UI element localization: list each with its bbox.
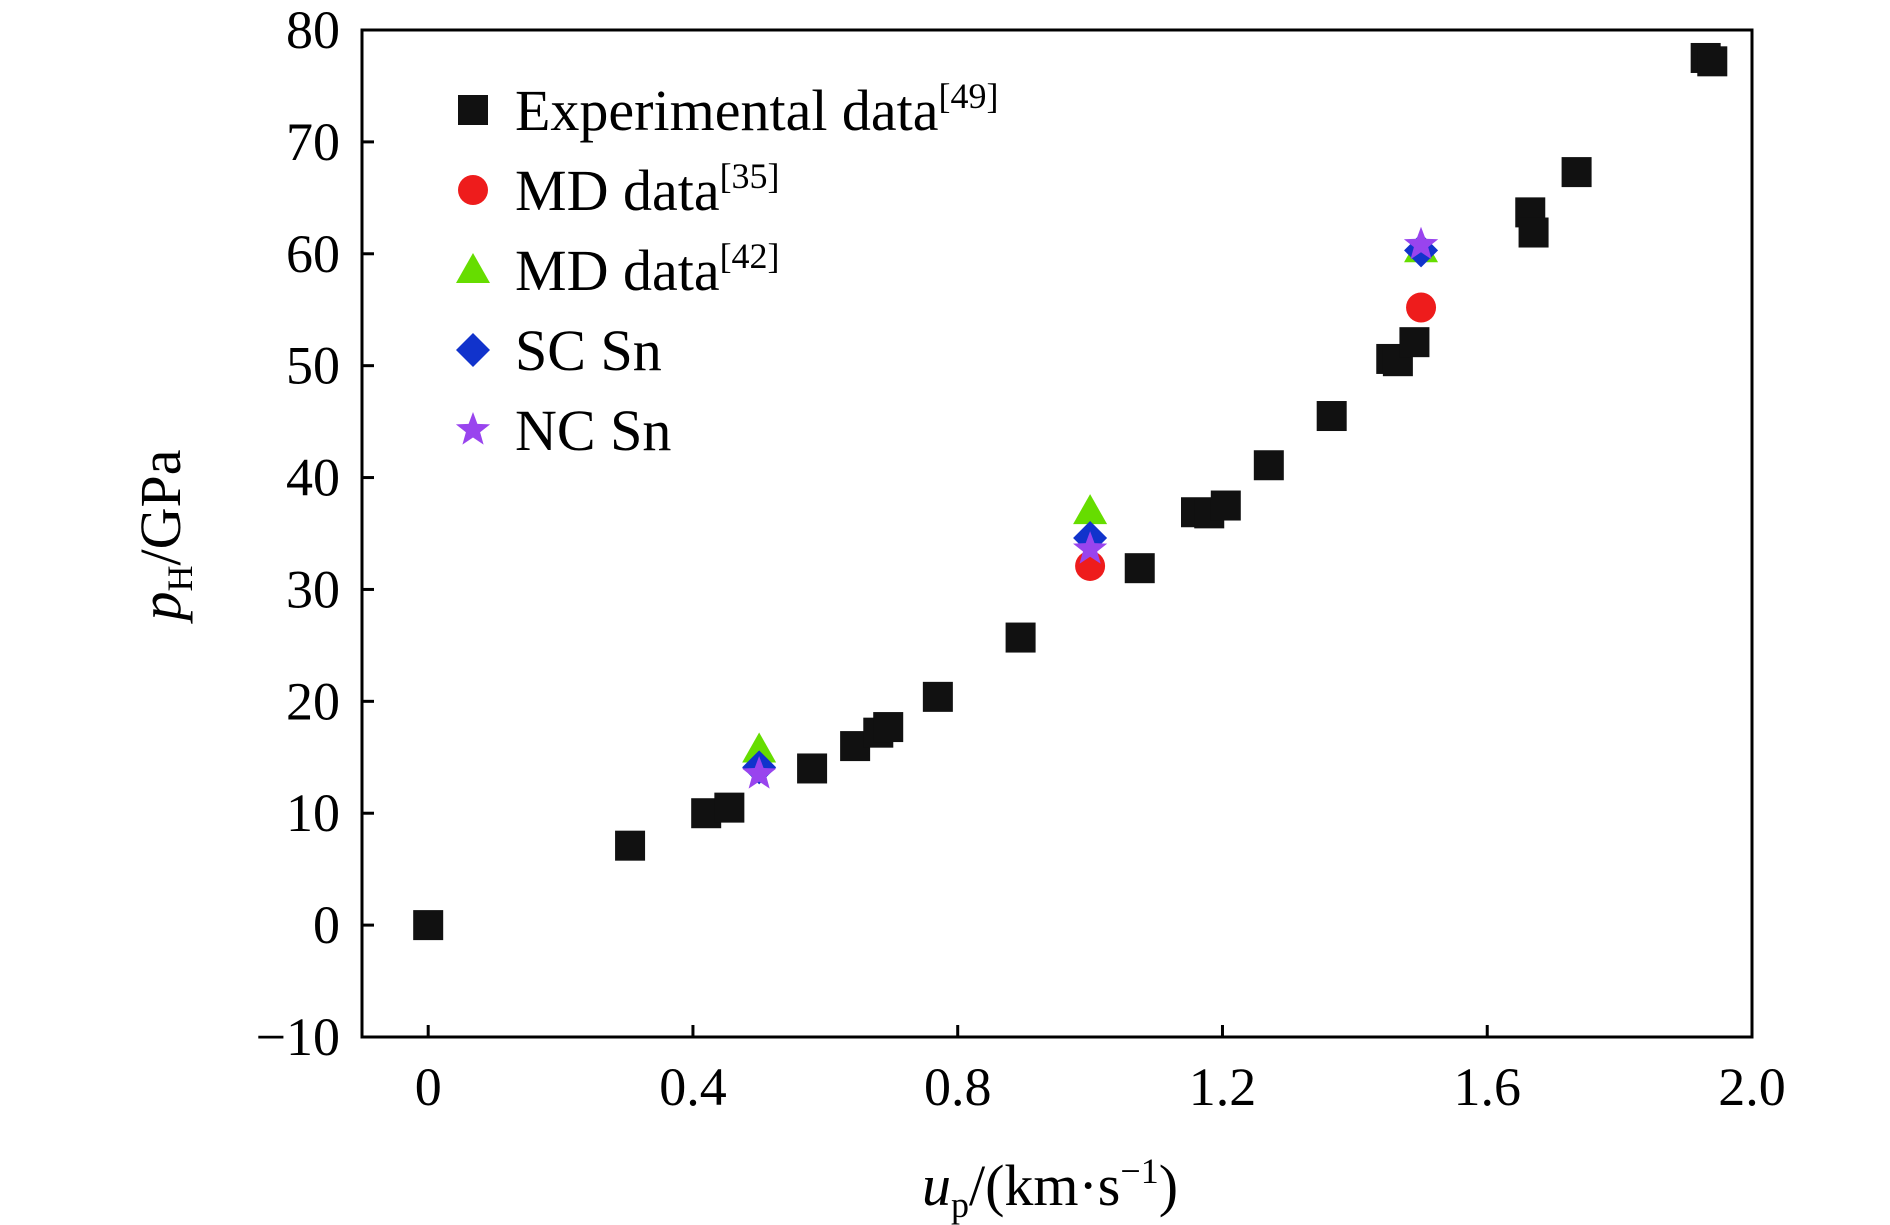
data-point-star	[1073, 531, 1108, 564]
data-point-square	[1399, 327, 1430, 358]
data-point-square	[1316, 401, 1347, 432]
y-tick-label: 30	[286, 559, 340, 619]
data-point-star	[742, 756, 777, 789]
legend-marker-star	[455, 412, 491, 445]
legend-label: Experimental data[49]	[515, 76, 999, 143]
y-tick-label: 40	[286, 448, 340, 508]
y-tick-label: 60	[286, 224, 340, 284]
x-tick-label: 1.6	[1453, 1057, 1521, 1117]
x-axis-label-unit: /(km·s	[969, 1153, 1120, 1218]
series-2-points	[742, 232, 1439, 763]
legend-label: MD data[35]	[515, 156, 780, 223]
data-point-square	[873, 712, 904, 743]
legend-label: MD data[42]	[515, 236, 780, 303]
data-point-square	[1697, 46, 1728, 77]
data-point-square	[1210, 490, 1241, 521]
y-axis-label-unit: /GPa	[128, 450, 193, 566]
data-point-circle	[1406, 292, 1437, 323]
legend-item: Experimental data[49]	[458, 76, 999, 143]
data-point-square	[1561, 157, 1592, 188]
data-point-star	[1403, 226, 1439, 260]
data-point-square	[1253, 450, 1284, 481]
data-point-square	[413, 910, 444, 941]
legend-item: NC Sn	[455, 398, 671, 463]
data-point-square	[1005, 622, 1036, 653]
data-point-square	[615, 830, 646, 861]
y-tick-label: 50	[286, 336, 340, 396]
x-axis-label-var: u	[922, 1153, 951, 1218]
series-0-points	[413, 42, 1728, 941]
data-point-triangle	[742, 732, 777, 763]
x-tick-label: 0	[415, 1057, 442, 1117]
y-tick-label: 80	[286, 0, 340, 60]
x-tick-label: 2.0	[1718, 1057, 1786, 1117]
data-point-triangle	[1073, 494, 1108, 525]
x-axis-label: up/(km·s−1)	[922, 1151, 1178, 1225]
data-point-square	[1124, 553, 1155, 584]
x-axis-label-close: )	[1159, 1153, 1178, 1218]
legend-label: NC Sn	[515, 398, 671, 463]
x-axis-label-sup: −1	[1120, 1151, 1158, 1191]
plot-area-frame	[360, 28, 1754, 1039]
y-axis-label-sub: H	[160, 566, 200, 592]
legend-marker-diamond	[456, 333, 490, 367]
y-tick-label: −10	[256, 1007, 340, 1067]
y-tick-label: 0	[313, 895, 340, 955]
legend-item: MD data[35]	[458, 156, 780, 223]
legend-marker-square	[458, 95, 488, 125]
y-tick-label: 20	[286, 671, 340, 731]
y-tick-label: 70	[286, 112, 340, 172]
series-4-points	[742, 226, 1439, 789]
legend-marker-triangle	[456, 253, 490, 283]
series-1-points	[1075, 292, 1437, 581]
data-point-square	[1518, 217, 1549, 248]
data-point-square	[797, 753, 828, 784]
legend-item: SC Sn	[456, 318, 662, 383]
legend-label: SC Sn	[515, 318, 662, 383]
legend-marker-circle	[458, 175, 488, 205]
legend-item: MD data[42]	[456, 236, 780, 303]
y-axis-label: pH/GPa	[128, 450, 200, 625]
x-tick-label: 1.2	[1189, 1057, 1257, 1117]
x-tick-label: 0.8	[924, 1057, 992, 1117]
y-tick-label: 10	[286, 783, 340, 843]
x-tick-label: 0.4	[659, 1057, 727, 1117]
data-point-square	[922, 681, 953, 712]
y-axis-label-var: p	[128, 592, 193, 625]
data-point-square	[714, 792, 745, 823]
x-axis-label-sub: p	[951, 1185, 969, 1225]
